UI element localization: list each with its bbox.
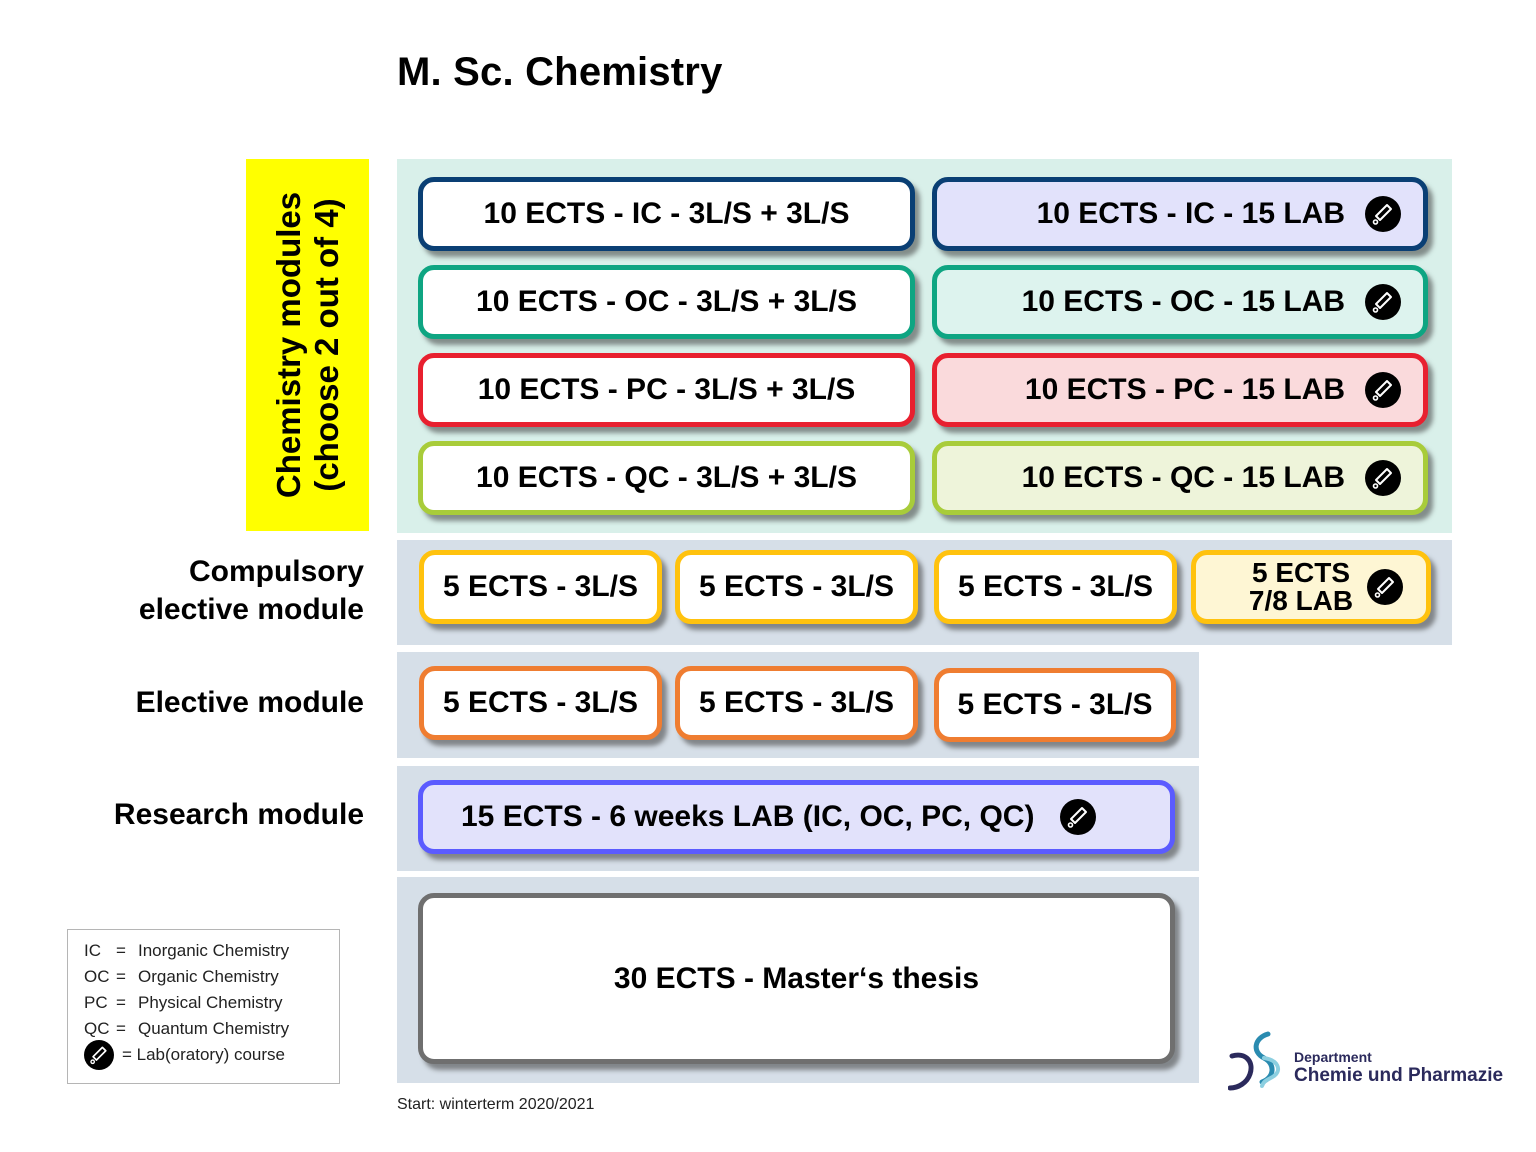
module-oc-lab[interactable]: 10 ECTS - OC - 15 LAB	[932, 265, 1428, 339]
legend-item: IC = Inorganic Chemistry	[84, 941, 290, 960]
start-note: Start: winterterm 2020/2021	[397, 1096, 595, 1113]
lab-flask-icon	[84, 1040, 114, 1070]
lab-flask-icon	[1365, 460, 1401, 496]
legend: IC = Inorganic Chemistry OC = Organic Ch…	[67, 929, 340, 1084]
elective-box-1[interactable]: 5 ECTS - 3L/S	[419, 666, 662, 740]
module-qc-lab[interactable]: 10 ECTS - QC - 15 LAB	[932, 441, 1428, 515]
lab-flask-icon	[1365, 196, 1401, 232]
chemistry-modules-label-line1: Chemistry modules	[269, 191, 307, 499]
module-ic-lecture[interactable]: 10 ECTS - IC - 3L/S + 3L/S	[418, 177, 915, 251]
lab-flask-icon	[1367, 569, 1404, 605]
chemistry-modules-label: Chemistry modules (choose 2 out of 4)	[246, 159, 369, 531]
compulsory-elective-box-3[interactable]: 5 ECTS - 3L/S	[934, 550, 1177, 624]
legend-item-lab: = Lab(oratory) course	[84, 1040, 339, 1070]
legend-item: OC = Organic Chemistry	[84, 967, 279, 986]
compulsory-elective-box-2[interactable]: 5 ECTS - 3L/S	[675, 550, 918, 624]
elective-box-3[interactable]: 5 ECTS - 3L/S	[934, 668, 1176, 742]
module-pc-lecture[interactable]: 10 ECTS - PC - 3L/S + 3L/S	[418, 353, 915, 427]
elective-box-2[interactable]: 5 ECTS - 3L/S	[675, 666, 918, 740]
page-title: M. Sc. Chemistry	[397, 50, 723, 94]
legend-item: QC = Quantum Chemistry	[84, 1019, 290, 1038]
module-qc-lecture[interactable]: 10 ECTS - QC - 3L/S + 3L/S	[418, 441, 915, 515]
research-module-label: Research module	[113, 798, 364, 831]
research-module-box[interactable]: 15 ECTS - 6 weeks LAB (IC, OC, PC, QC)	[418, 780, 1175, 854]
master-thesis-box[interactable]: 30 ECTS - Master‘s thesis	[418, 893, 1175, 1064]
lab-flask-icon	[1365, 284, 1401, 320]
department-logo: Department Chemie und Pharmazie	[1228, 1030, 1508, 1094]
module-ic-lab[interactable]: 10 ECTS - IC - 15 LAB	[932, 177, 1428, 251]
compulsory-elective-lab-box[interactable]: 5 ECTS 7/8 LAB	[1191, 550, 1431, 624]
elective-module-label: Elective module	[135, 686, 364, 719]
compulsory-elective-box-1[interactable]: 5 ECTS - 3L/S	[419, 550, 662, 624]
lab-flask-icon	[1060, 799, 1097, 835]
module-oc-lecture[interactable]: 10 ECTS - OC - 3L/S + 3L/S	[418, 265, 915, 339]
logo-line2: Chemie und Pharmazie	[1294, 1065, 1504, 1086]
lab-flask-icon	[1365, 372, 1401, 408]
department-logo-icon	[1228, 1031, 1281, 1091]
logo-line1: Department	[1294, 1049, 1372, 1065]
legend-item: PC = Physical Chemistry	[84, 993, 283, 1012]
chemistry-modules-label-line2: (choose 2 out of 4)	[307, 198, 345, 492]
module-pc-lab[interactable]: 10 ECTS - PC - 15 LAB	[932, 353, 1428, 427]
compulsory-elective-label: Compulsory elective module	[138, 555, 364, 626]
